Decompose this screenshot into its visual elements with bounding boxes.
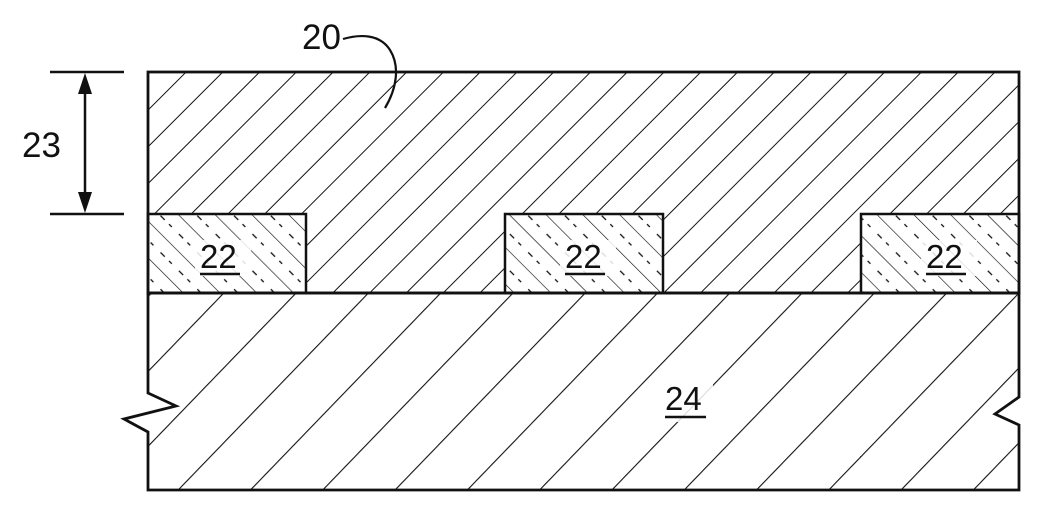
label-top-layer: 20 [302,18,341,57]
label-feature-right: 22 [926,238,963,275]
label-substrate-group: 24 [659,380,713,422]
substrate [124,293,1019,490]
label-feature-middle-group: 22 [560,238,616,276]
label-feature-left-group: 22 [195,238,251,276]
label-substrate: 24 [665,380,702,417]
label-feature-left: 22 [200,238,237,275]
label-thickness: 23 [22,126,61,165]
arrow-down-icon [78,192,92,213]
arrow-up-icon [78,73,92,94]
thickness-dimension [50,72,124,214]
label-feature-right-group: 22 [921,238,977,276]
label-feature-middle: 22 [565,238,602,275]
